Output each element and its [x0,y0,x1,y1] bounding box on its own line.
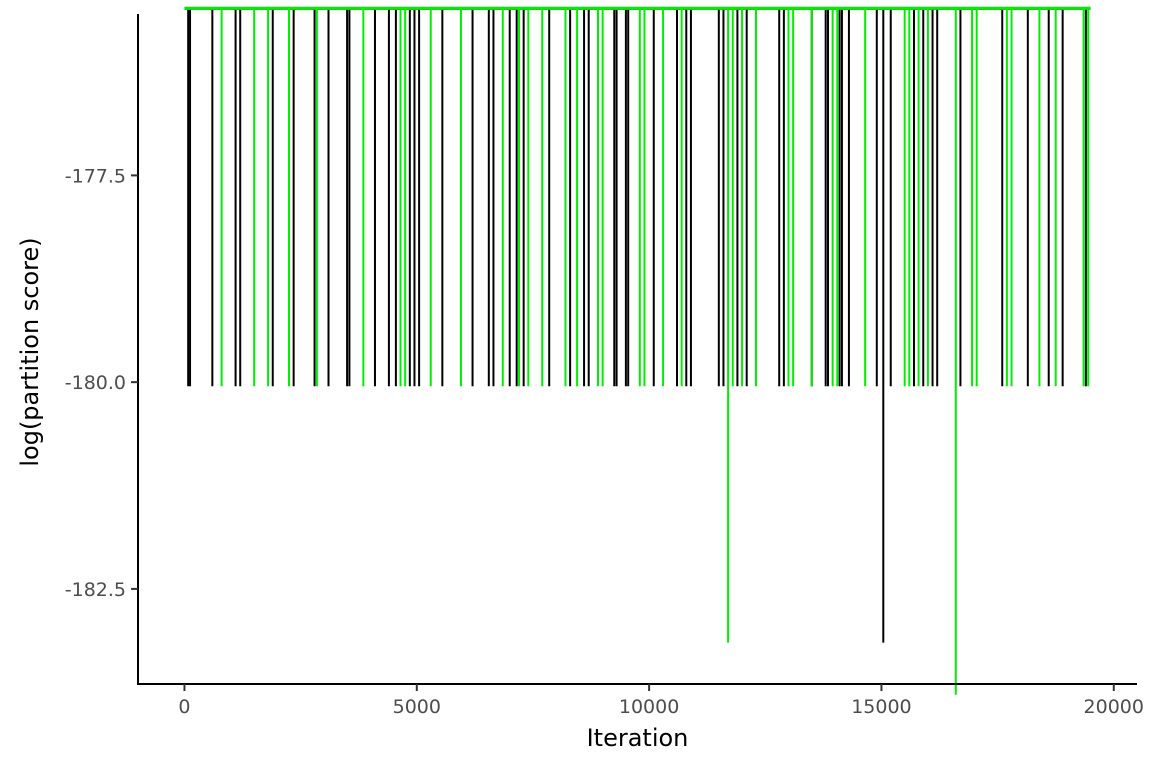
y-tick-label: -180.0 [65,372,126,394]
x-tick-label: 0 [178,696,190,718]
x-tick-label: 10000 [619,696,679,718]
x-tick-label: 20000 [1084,696,1144,718]
x-ticks: 0 5000 10000 15000 20000 [178,684,1144,718]
series-layer [184,6,1091,695]
y-tick-label: -182.5 [65,579,126,601]
x-tick-label: 5000 [393,696,441,718]
axes-layer [137,14,1137,685]
y-ticks: -177.5 -180.0 -182.5 [65,165,138,601]
x-axis-title: Iteration [587,724,689,752]
y-axis-title: log(partition score) [16,237,44,466]
y-tick-label: -177.5 [65,165,126,187]
x-tick-label: 15000 [851,696,911,718]
